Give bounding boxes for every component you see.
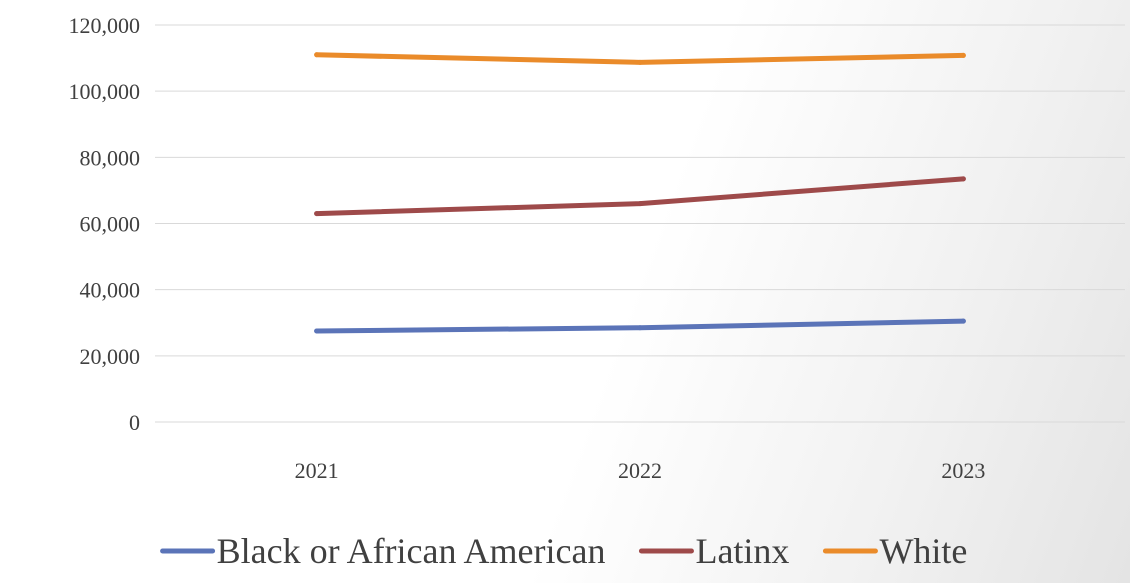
legend-item: Black or African American [160,531,606,571]
legend-item: White [822,531,967,571]
x-axis: 2021 2022 2023 [295,458,986,483]
data-point-latinx [637,201,643,207]
y-axis: 0 20,000 40,000 60,000 80,000 100,000 120,000 [69,13,141,435]
data-point-latinx [314,211,320,217]
legend-item: Latinx [638,531,789,571]
legend-label: Latinx [695,531,789,571]
data-point-black-or-african-american [637,325,643,331]
x-tick-label: 2021 [295,458,339,483]
y-tick-label: 100,000 [69,79,141,104]
data-point-white [637,59,643,65]
legend-label: White [879,531,967,571]
data-point-black-or-african-american [314,328,320,334]
x-tick-label: 2022 [618,458,662,483]
data-point-latinx [960,176,966,182]
series-lines [314,52,966,334]
y-tick-label: 0 [129,410,140,435]
y-tick-label: 120,000 [69,13,141,38]
legend-label: Black or African American [217,531,606,571]
data-point-white [960,52,966,58]
x-tick-label: 2023 [941,458,985,483]
legend: Black or African American Latinx White [160,531,967,571]
series-line-latinx [314,176,966,217]
y-tick-label: 20,000 [80,344,141,369]
y-tick-label: 60,000 [80,212,141,237]
y-tick-label: 80,000 [80,145,141,170]
data-point-black-or-african-american [960,318,966,324]
gridlines [155,24,1125,423]
y-tick-label: 40,000 [80,278,141,303]
data-point-white [314,52,320,58]
